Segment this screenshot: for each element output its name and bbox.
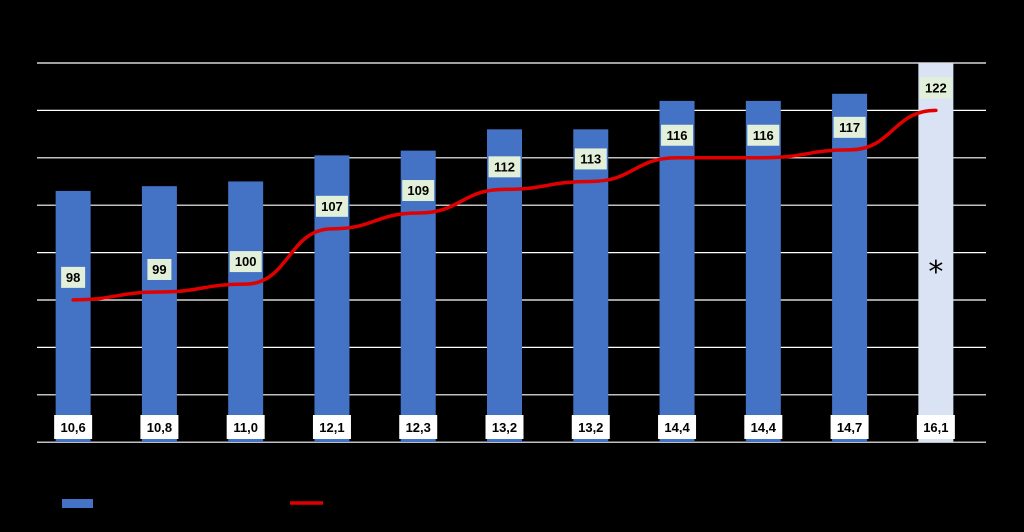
line-label-box bbox=[574, 148, 607, 170]
bar-label-box bbox=[399, 415, 438, 439]
bar-value-label: 14,4 bbox=[664, 420, 690, 435]
line-value-label: 122 bbox=[925, 80, 947, 95]
line-value-label: 116 bbox=[753, 128, 774, 143]
line-value-label: 109 bbox=[407, 183, 429, 198]
bar-label-box bbox=[54, 415, 93, 439]
bar-label-box bbox=[916, 415, 955, 439]
bar bbox=[832, 93, 868, 442]
bar-value-label: 16,1 bbox=[923, 420, 948, 435]
bar-highlight bbox=[918, 63, 954, 442]
bar-annotation: * bbox=[928, 255, 943, 290]
line-label-box bbox=[833, 116, 866, 138]
line-label-box bbox=[315, 195, 348, 217]
legend-bar-swatch bbox=[62, 499, 93, 508]
bar-value-label: 10,6 bbox=[60, 420, 85, 435]
line-value-label: 99 bbox=[152, 262, 166, 277]
bar-value-label: 14,4 bbox=[751, 420, 777, 435]
line-path bbox=[71, 108, 938, 302]
bar-value-label: 11,0 bbox=[233, 420, 258, 435]
bars: * bbox=[55, 63, 954, 443]
line-series bbox=[71, 108, 938, 302]
bar-label-box bbox=[140, 415, 179, 439]
bar bbox=[659, 100, 695, 443]
bar-label-box bbox=[744, 415, 783, 439]
bar-value-labels: 10,6 10,8 11,0 12,1 12,3 13,2 13,2 14,4 14,4 14,7… bbox=[54, 415, 955, 439]
line-value-label: 116 bbox=[667, 128, 688, 143]
bar-label-box bbox=[226, 415, 265, 439]
line-value-label: 100 bbox=[235, 254, 257, 269]
line-value-label: 107 bbox=[321, 199, 343, 214]
bar bbox=[745, 100, 781, 443]
line-label-box bbox=[919, 77, 952, 99]
bar-value-label: 12,1 bbox=[319, 420, 344, 435]
line-label-box bbox=[488, 156, 521, 178]
bar bbox=[228, 181, 264, 442]
line-label-box bbox=[229, 251, 262, 273]
bar bbox=[55, 190, 91, 442]
bar-label-box bbox=[485, 415, 524, 439]
line-label-box bbox=[402, 180, 435, 202]
bar-value-label: 12,3 bbox=[406, 420, 431, 435]
line-value-label: 98 bbox=[66, 270, 80, 285]
line-label-box bbox=[661, 124, 694, 146]
line-value-label: 112 bbox=[494, 159, 515, 174]
line-label-box bbox=[147, 258, 172, 280]
bar-value-label: 14,7 bbox=[837, 420, 862, 435]
bar-label-box bbox=[658, 415, 697, 439]
line-label-box bbox=[747, 124, 780, 146]
bar-label-box bbox=[312, 415, 351, 439]
line-value-label: 113 bbox=[580, 151, 601, 166]
bar-label-box bbox=[571, 415, 610, 439]
bar bbox=[487, 129, 522, 442]
line-value-label: 117 bbox=[839, 120, 860, 135]
bar-label-box bbox=[830, 415, 869, 439]
bar bbox=[573, 129, 609, 442]
line-value-labels: 98 99 100 107 109 112 113 116 116 117 122 bbox=[61, 77, 952, 288]
bar bbox=[141, 186, 177, 442]
line-label-box bbox=[61, 266, 86, 288]
bar-value-label: 13,2 bbox=[492, 420, 517, 435]
legend bbox=[62, 499, 323, 508]
bar-value-label: 13,2 bbox=[578, 420, 603, 435]
bar-value-label: 10,8 bbox=[147, 420, 172, 435]
